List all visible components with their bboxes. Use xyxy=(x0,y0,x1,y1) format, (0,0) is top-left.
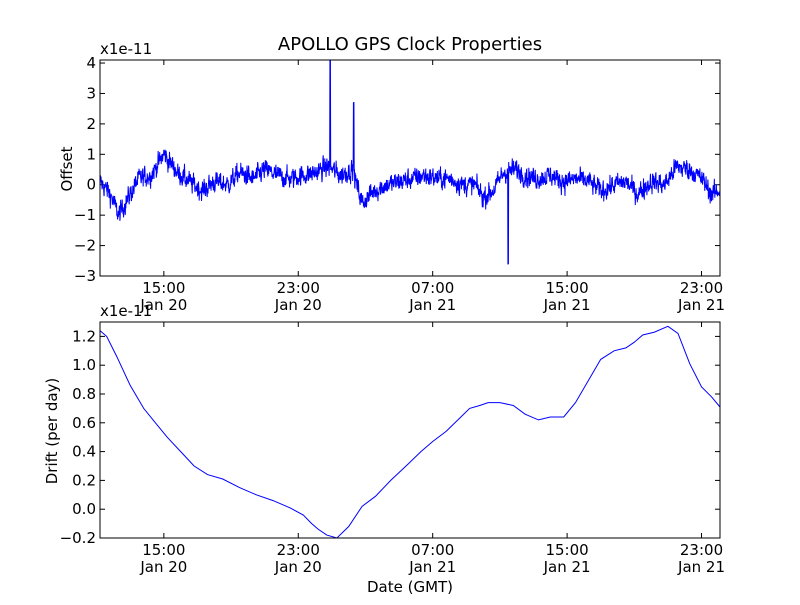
offset-x-tick-time: 15:00 xyxy=(142,279,185,297)
drift-y-tick-label: 0.4 xyxy=(72,443,96,461)
drift-x-tick-time: 23:00 xyxy=(680,541,723,559)
offset-x-tick-date: Jan 20 xyxy=(274,296,322,314)
drift-x-axis-label: Date (GMT) xyxy=(367,578,453,596)
offset-x-tick-date: Jan 21 xyxy=(677,296,725,314)
offset-y-tick-label: 2 xyxy=(86,115,96,133)
offset-x-tick-date: Jan 21 xyxy=(408,296,456,314)
offset-x-tick-time: 15:00 xyxy=(545,279,588,297)
offset-y-axis-label: Offset xyxy=(58,146,76,191)
drift-y-tick-label: 1.0 xyxy=(72,356,96,374)
offset-y-tick-label: −1 xyxy=(74,206,96,224)
drift-series-line xyxy=(99,325,721,539)
offset-axes-frame xyxy=(99,59,721,277)
drift-y-tick-label: 0.8 xyxy=(72,385,96,403)
drift-y-tick-label: 0.6 xyxy=(72,414,96,432)
drift-x-tick-date: Jan 20 xyxy=(139,558,187,576)
offset-x-tick-date: Jan 21 xyxy=(543,296,591,314)
offset-y-tick-label: 1 xyxy=(86,145,96,163)
drift-x-tick-date: Jan 20 xyxy=(274,558,322,576)
offset-y-ticks: −3 −2 −1 0 1 2 3 4 xyxy=(74,54,720,285)
offset-y-tick-label: 0 xyxy=(86,176,96,194)
drift-panel: x1e-11 Drift (per day) Date (GMT) −0.2 0.… xyxy=(43,302,725,596)
drift-y-tick-label: −0.2 xyxy=(60,529,96,547)
offset-y-tick-label: −3 xyxy=(74,267,96,285)
drift-x-tick-date: Jan 21 xyxy=(408,558,456,576)
offset-x-tick-time: 07:00 xyxy=(411,279,454,297)
drift-x-tick-time: 15:00 xyxy=(142,541,185,559)
offset-y-tick-label: 3 xyxy=(86,84,96,102)
figure-title: APOLLO GPS Clock Properties xyxy=(278,34,542,55)
offset-x-tick-time: 23:00 xyxy=(277,279,320,297)
drift-x-tick-date: Jan 21 xyxy=(543,558,591,576)
drift-x-tick-time: 07:00 xyxy=(411,541,454,559)
offset-y-tick-label: 4 xyxy=(86,54,96,72)
drift-y-axis-label: Drift (per day) xyxy=(43,378,61,485)
drift-y-ticks: −0.2 0.0 0.2 0.4 0.6 0.8 1.0 1.2 xyxy=(60,327,720,547)
drift-y-tick-label: 1.2 xyxy=(72,327,96,345)
offset-scale-label: x1e-11 xyxy=(100,40,152,58)
drift-y-tick-label: 0.0 xyxy=(72,500,96,518)
offset-y-tick-label: −2 xyxy=(74,237,96,255)
offset-x-tick-date: Jan 20 xyxy=(139,296,187,314)
drift-x-tick-time: 15:00 xyxy=(545,541,588,559)
drift-scale-label: x1e-11 xyxy=(100,302,152,320)
drift-y-tick-label: 0.2 xyxy=(72,471,96,489)
drift-axes-frame xyxy=(99,321,721,539)
offset-x-tick-time: 23:00 xyxy=(680,279,723,297)
drift-x-tick-date: Jan 21 xyxy=(677,558,725,576)
offset-series-line xyxy=(99,59,721,265)
drift-x-tick-time: 23:00 xyxy=(277,541,320,559)
